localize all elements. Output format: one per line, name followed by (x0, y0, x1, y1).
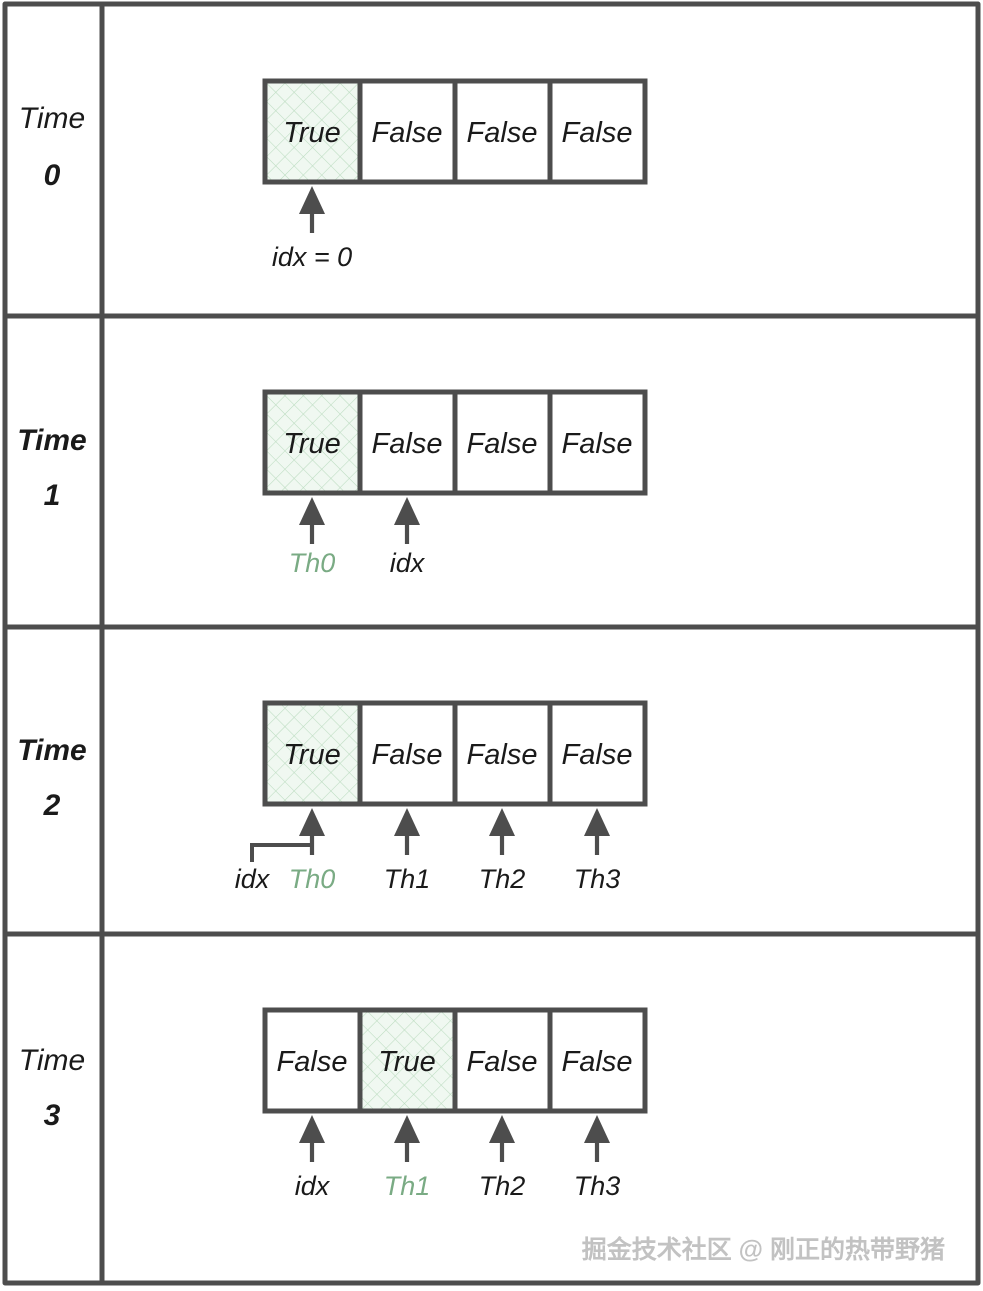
svg-text:Time: Time (19, 1044, 85, 1077)
svg-text:Time: Time (17, 424, 86, 457)
svg-text:False: False (277, 1046, 348, 1078)
svg-text:False: False (467, 428, 538, 460)
svg-text:False: False (562, 428, 633, 460)
svg-text:False: False (467, 117, 538, 149)
svg-text:1: 1 (44, 479, 61, 512)
svg-text:Time: Time (17, 734, 86, 767)
svg-text:Th0: Th0 (289, 548, 336, 578)
svg-text:True: True (283, 428, 340, 460)
svg-text:False: False (372, 117, 443, 149)
svg-text:Th2: Th2 (479, 864, 526, 894)
svg-text:2: 2 (43, 789, 61, 822)
svg-text:Th0: Th0 (289, 864, 336, 894)
svg-text:False: False (467, 739, 538, 771)
svg-text:掘金技术社区 @ 刚正的热带野猪: 掘金技术社区 @ 刚正的热带野猪 (582, 1235, 945, 1264)
svg-text:idx: idx (235, 864, 271, 894)
svg-text:3: 3 (44, 1099, 61, 1132)
svg-text:True: True (283, 739, 340, 771)
svg-text:Th3: Th3 (574, 864, 621, 894)
svg-text:True: True (378, 1046, 435, 1078)
svg-text:idx: idx (390, 548, 426, 578)
svg-text:Th1: Th1 (384, 1171, 431, 1201)
svg-text:False: False (372, 739, 443, 771)
svg-text:Th3: Th3 (574, 1171, 621, 1201)
svg-text:Th1: Th1 (384, 864, 431, 894)
svg-text:False: False (562, 1046, 633, 1078)
svg-text:idx = 0: idx = 0 (272, 242, 352, 272)
svg-text:0: 0 (44, 159, 61, 192)
svg-text:False: False (562, 739, 633, 771)
svg-text:False: False (562, 117, 633, 149)
svg-text:Th2: Th2 (479, 1171, 526, 1201)
svg-text:False: False (467, 1046, 538, 1078)
svg-text:idx: idx (295, 1171, 331, 1201)
svg-text:True: True (283, 117, 340, 149)
svg-text:Time: Time (19, 102, 85, 135)
svg-text:False: False (372, 428, 443, 460)
